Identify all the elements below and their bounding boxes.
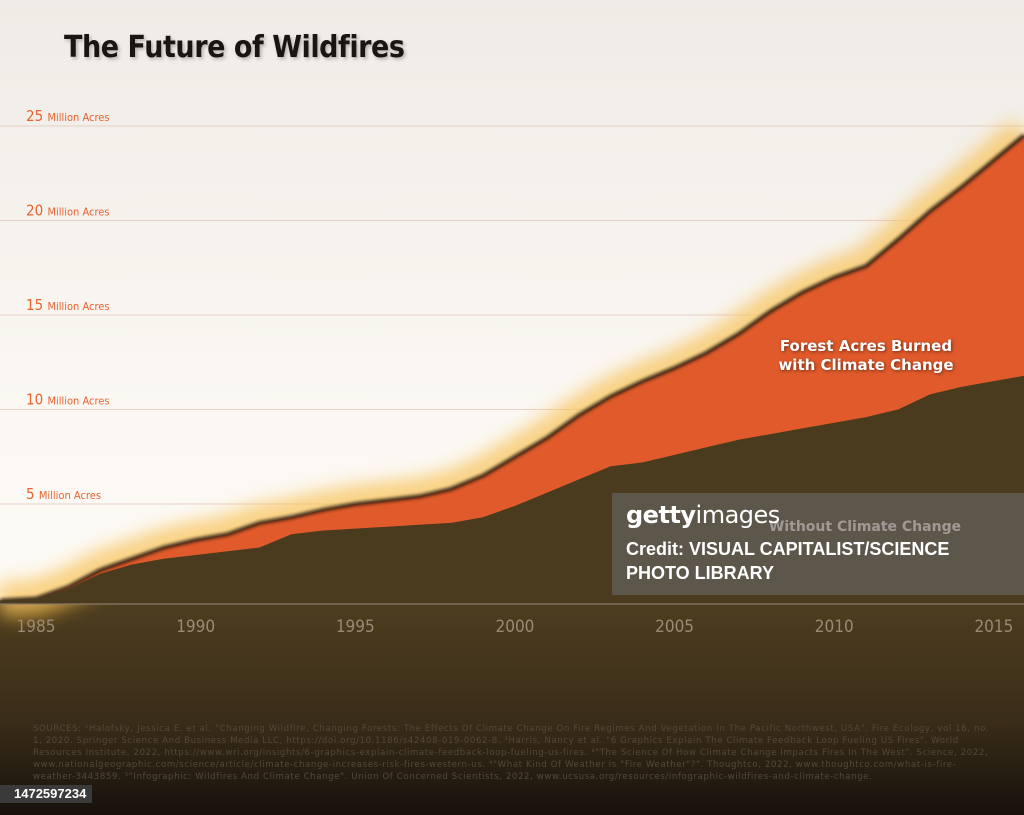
y-tick-label-15: 15 Million Acres xyxy=(26,296,110,314)
y-tick-unit: Million Acres xyxy=(39,489,101,502)
y-tick-label-20: 20 Million Acres xyxy=(26,202,110,220)
x-tick-label-2015: 2015 xyxy=(974,617,1013,637)
x-tick-label-2010: 2010 xyxy=(815,617,854,637)
watermark-credit: Credit: VISUAL CAPITALIST/SCIENCE PHOTO … xyxy=(626,539,950,583)
x-tick-label-2005: 2005 xyxy=(655,617,694,637)
y-tick-unit: Million Acres xyxy=(47,206,109,219)
y-tick-label-25: 25 Million Acres xyxy=(26,107,110,125)
x-tick-label-1995: 1995 xyxy=(336,617,375,637)
image-id: 1472597234 xyxy=(0,785,92,803)
y-tick-unit: Million Acres xyxy=(47,395,109,408)
x-tick-label-2000: 2000 xyxy=(495,617,534,637)
y-tick-value: 10 xyxy=(26,391,47,409)
watermark: gettyimages Credit: VISUAL CAPITALIST/SC… xyxy=(612,493,1024,595)
y-tick-value: 15 xyxy=(26,296,47,314)
page-title: The Future of Wildfires xyxy=(64,30,405,65)
y-tick-label-5: 5 Million Acres xyxy=(26,485,101,503)
y-tick-label-10: 10 Million Acres xyxy=(26,391,110,409)
x-tick-label-1990: 1990 xyxy=(176,617,215,637)
x-tick-label-1985: 1985 xyxy=(17,617,56,637)
charred-edge xyxy=(0,133,1024,603)
sources-text: SOURCES: ¹Halofsky, Jessica E. et al. "C… xyxy=(33,724,990,782)
series-label-with-climate-change: Forest Acres Burned with Climate Change xyxy=(778,337,953,374)
y-tick-value: 25 xyxy=(26,107,47,125)
y-tick-unit: Million Acres xyxy=(47,300,109,313)
y-tick-value: 20 xyxy=(26,202,47,220)
getty-logo: gettyimages xyxy=(626,501,780,529)
y-tick-value: 5 xyxy=(26,485,39,503)
lower-background xyxy=(0,604,1024,815)
y-tick-unit: Million Acres xyxy=(47,111,109,124)
